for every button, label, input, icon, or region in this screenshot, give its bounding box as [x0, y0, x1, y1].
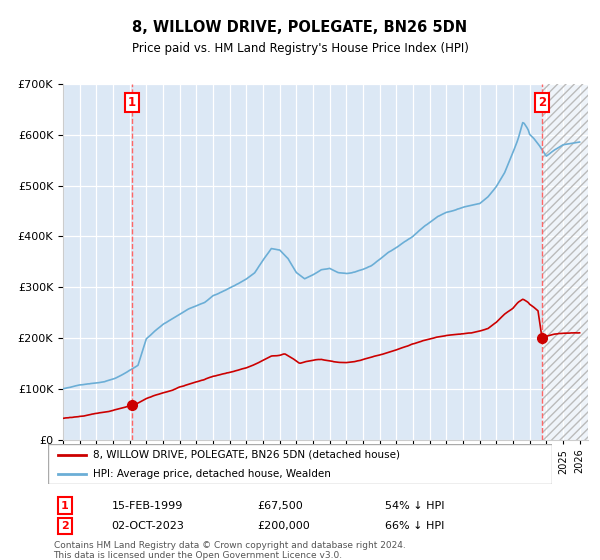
Text: 02-OCT-2023: 02-OCT-2023: [112, 521, 184, 531]
Text: 15-FEB-1999: 15-FEB-1999: [112, 501, 183, 511]
Text: Price paid vs. HM Land Registry's House Price Index (HPI): Price paid vs. HM Land Registry's House …: [131, 42, 469, 55]
Text: 8, WILLOW DRIVE, POLEGATE, BN26 5DN: 8, WILLOW DRIVE, POLEGATE, BN26 5DN: [133, 20, 467, 35]
Text: £200,000: £200,000: [258, 521, 311, 531]
Text: 2: 2: [61, 521, 68, 531]
Text: 66% ↓ HPI: 66% ↓ HPI: [385, 521, 444, 531]
Text: HPI: Average price, detached house, Wealden: HPI: Average price, detached house, Weal…: [94, 469, 331, 478]
Text: £67,500: £67,500: [258, 501, 304, 511]
Text: 1: 1: [61, 501, 68, 511]
FancyBboxPatch shape: [48, 444, 552, 484]
Text: 1: 1: [128, 96, 136, 109]
Text: 54% ↓ HPI: 54% ↓ HPI: [385, 501, 444, 511]
Text: 2: 2: [538, 96, 546, 109]
Text: Contains HM Land Registry data © Crown copyright and database right 2024.
This d: Contains HM Land Registry data © Crown c…: [53, 541, 405, 560]
Bar: [542, 59, 592, 440]
Text: 8, WILLOW DRIVE, POLEGATE, BN26 5DN (detached house): 8, WILLOW DRIVE, POLEGATE, BN26 5DN (det…: [94, 450, 400, 460]
Bar: [542, 59, 592, 440]
